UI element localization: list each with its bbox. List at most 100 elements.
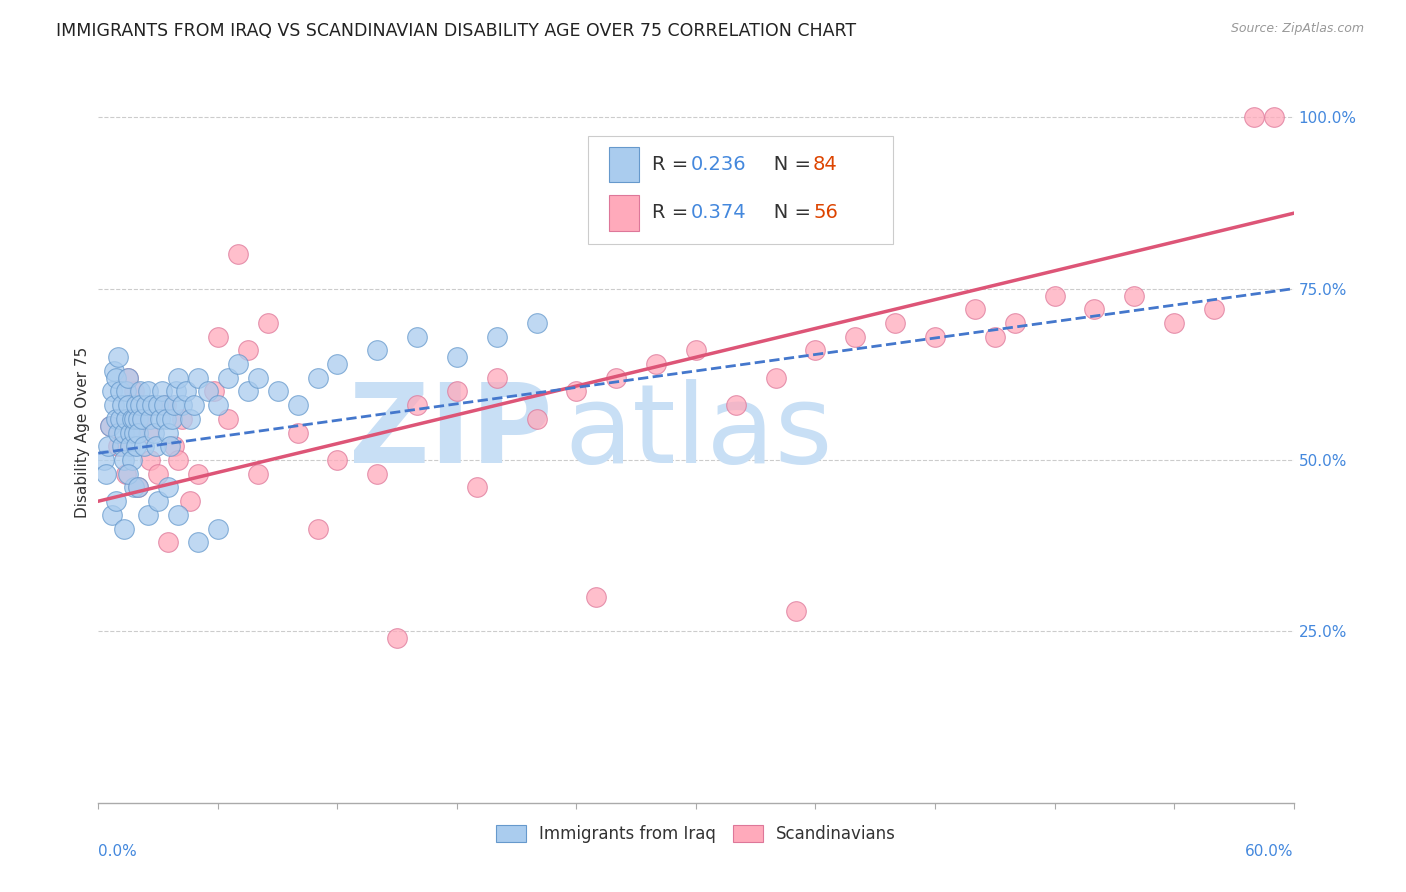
Point <box>98 418 122 433</box>
Point <box>101 384 124 399</box>
Point <box>107 350 129 364</box>
Point <box>963 302 986 317</box>
Point <box>287 398 309 412</box>
Point <box>307 522 329 536</box>
Point <box>884 316 907 330</box>
Point <box>217 371 239 385</box>
Point <box>217 412 239 426</box>
Point <box>385 632 409 646</box>
Point <box>121 412 143 426</box>
Point <box>172 412 194 426</box>
Point <box>167 371 190 385</box>
Point <box>127 480 149 494</box>
Point <box>124 412 146 426</box>
Point <box>148 467 170 481</box>
Point <box>117 398 139 412</box>
Point <box>134 439 156 453</box>
Point <box>139 412 162 426</box>
Text: 60.0%: 60.0% <box>1246 844 1294 858</box>
Point <box>179 412 201 426</box>
Point <box>97 439 120 453</box>
Text: 0.236: 0.236 <box>692 155 747 174</box>
Legend: Immigrants from Iraq, Scandinavians: Immigrants from Iraq, Scandinavians <box>489 819 903 850</box>
Point <box>155 412 177 426</box>
Point <box>121 453 143 467</box>
Point <box>103 398 125 412</box>
Point <box>565 384 588 399</box>
Y-axis label: Disability Age Over 75: Disability Age Over 75 <box>75 347 90 518</box>
Point <box>107 425 129 440</box>
Text: N =: N = <box>755 155 817 174</box>
Point <box>465 480 488 494</box>
Point <box>163 439 186 453</box>
Point <box>103 364 125 378</box>
Point <box>136 425 159 440</box>
Point <box>124 480 146 494</box>
Point <box>287 425 309 440</box>
Point <box>105 494 128 508</box>
Point <box>160 412 183 426</box>
Point <box>98 418 122 433</box>
Point <box>267 384 290 399</box>
Point <box>924 329 946 343</box>
Point <box>124 384 146 399</box>
Text: atlas: atlas <box>565 379 832 486</box>
Text: 0.0%: 0.0% <box>98 844 138 858</box>
Point <box>366 467 388 481</box>
Point <box>111 439 134 453</box>
Point <box>143 425 166 440</box>
Point <box>197 384 219 399</box>
FancyBboxPatch shape <box>589 136 893 244</box>
Point <box>187 467 209 481</box>
Point <box>804 343 827 358</box>
Point <box>226 357 249 371</box>
Point <box>724 398 747 412</box>
Point <box>135 398 157 412</box>
Point <box>129 384 152 399</box>
Text: 0.374: 0.374 <box>692 203 747 222</box>
Point <box>129 398 152 412</box>
Point <box>105 412 128 426</box>
Point <box>124 425 146 440</box>
Text: IMMIGRANTS FROM IRAQ VS SCANDINAVIAN DISABILITY AGE OVER 75 CORRELATION CHART: IMMIGRANTS FROM IRAQ VS SCANDINAVIAN DIS… <box>56 22 856 40</box>
Point <box>153 398 176 412</box>
Point <box>141 398 163 412</box>
Point <box>111 398 134 412</box>
Point <box>984 329 1007 343</box>
Point <box>148 398 170 412</box>
Point <box>246 467 269 481</box>
Point <box>236 384 259 399</box>
Point <box>167 453 190 467</box>
Point <box>150 384 173 399</box>
Point <box>136 384 159 399</box>
Point <box>256 316 278 330</box>
Point <box>112 425 135 440</box>
Text: 84: 84 <box>813 155 838 174</box>
Point <box>1163 316 1185 330</box>
Point <box>326 453 349 467</box>
Point <box>844 329 866 343</box>
Point <box>131 412 153 426</box>
Text: ZIP: ZIP <box>349 379 553 486</box>
Point <box>112 453 135 467</box>
Point <box>446 384 468 399</box>
Point <box>120 425 142 440</box>
Point <box>526 412 548 426</box>
Point <box>163 398 186 412</box>
Point <box>112 522 135 536</box>
Point <box>115 412 138 426</box>
Point <box>96 467 118 481</box>
Point <box>307 371 329 385</box>
Point <box>179 494 201 508</box>
Point <box>110 412 132 426</box>
Point <box>125 398 148 412</box>
Point <box>202 384 225 399</box>
Point <box>366 343 388 358</box>
Point <box>165 384 187 399</box>
Point <box>157 480 180 494</box>
Point <box>246 371 269 385</box>
Text: R =: R = <box>652 155 695 174</box>
Point <box>136 508 159 522</box>
Text: 56: 56 <box>813 203 838 222</box>
Point <box>406 398 429 412</box>
